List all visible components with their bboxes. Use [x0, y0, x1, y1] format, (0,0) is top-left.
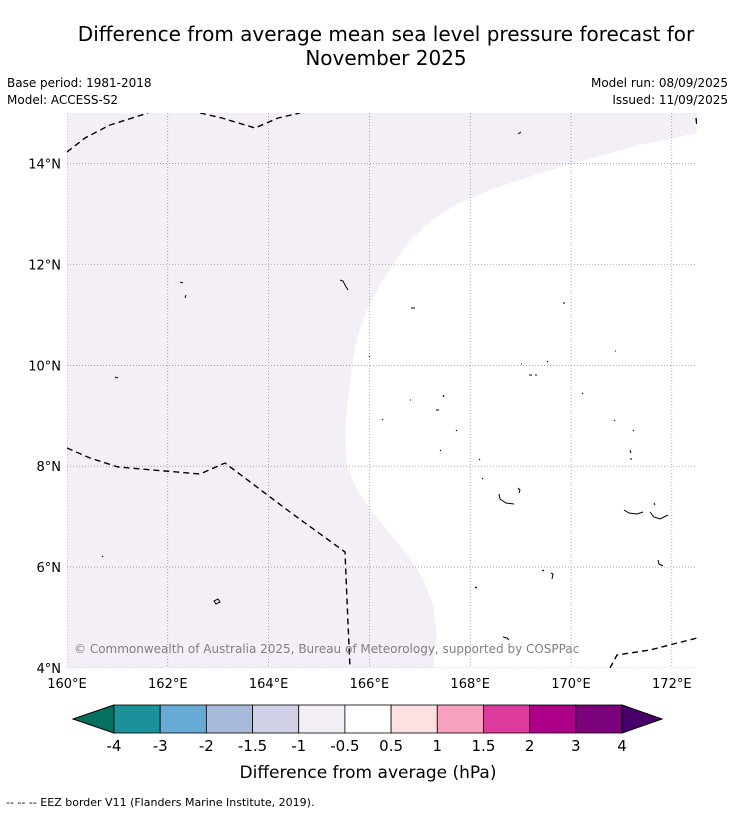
island-outline	[381, 392, 584, 421]
anomaly-region-shading	[67, 113, 697, 668]
colorbar-tick-label: 2	[525, 737, 535, 755]
meta-right: Model run: 08/09/2025 Issued: 11/09/2025	[591, 75, 728, 109]
island-outline	[439, 419, 635, 460]
colorbar-cell	[575, 704, 623, 734]
graticule	[67, 113, 697, 668]
island-outline	[517, 131, 522, 135]
longitude-tick-label: 164°E	[249, 677, 289, 692]
colorbar-cell	[529, 704, 577, 734]
model-label: Model: ACCESS-S2	[7, 93, 119, 107]
latitude-tick-label: 14°N	[28, 157, 61, 172]
eez-border-west	[67, 447, 351, 668]
map-title: Difference from average mean sea level p…	[0, 22, 736, 70]
colorbar-cell	[205, 704, 253, 734]
latitude-tick-label: 8°N	[37, 460, 62, 475]
colorbar-tick-label: -0.5	[330, 737, 359, 755]
island-outline	[474, 586, 478, 589]
longitude-tick-label: 170°E	[551, 677, 591, 692]
colorbar-cell	[344, 704, 392, 734]
colorbar-tick-labels: -4 -3 -2 -1.5 -1 -0.5 0.5 1 1.5 2 3 4	[107, 737, 627, 755]
colorbar-under-triangle	[71, 704, 115, 734]
colorbar-cell	[298, 704, 346, 734]
island-outline	[179, 281, 187, 299]
colorbar-tick-label: -3	[153, 737, 168, 755]
colorbar-cell	[252, 704, 300, 734]
colorbar-cell	[483, 704, 531, 734]
island-outline	[101, 555, 104, 558]
colorbar-tick-label: 4	[617, 737, 627, 755]
island-outline	[213, 598, 221, 605]
colorbar-title: Difference from average (hPa)	[240, 763, 497, 783]
map-plot-area: © Commonwealth of Australia 2025, Bureau…	[67, 113, 697, 668]
colorbar-tick-label: 1	[432, 737, 442, 755]
island-outline	[478, 458, 484, 480]
eez-legend-note: -- -- -- EEZ border V11 (Flanders Marine…	[6, 796, 315, 809]
colorbar-cell	[436, 704, 484, 734]
colorbar-tick-label: 1.5	[472, 737, 496, 755]
eez-border-east	[609, 637, 697, 668]
longitude-tick-label: 166°E	[350, 677, 390, 692]
island-outline	[498, 487, 521, 505]
longitude-tick-label: 160°E	[47, 677, 87, 692]
model-run-label: Model run: 08/09/2025	[590, 76, 728, 90]
island-outline	[368, 355, 371, 358]
colorbar-tick-label: -4	[107, 737, 122, 755]
latitude-tick-label: 10°N	[28, 359, 61, 374]
title-line-1: Difference from average mean sea level p…	[77, 22, 695, 46]
island-outline	[502, 636, 510, 641]
title-line-2: November 2025	[305, 46, 467, 70]
eez-border-north	[67, 113, 301, 153]
axis-labels: 160°E 162°E 164°E 166°E 168°E 170°E 172°E 4°N 6°…	[28, 157, 691, 692]
island-outline	[623, 502, 669, 520]
island-outline	[521, 350, 616, 376]
eez-border-lines	[67, 113, 697, 668]
colorbar-over-triangle	[621, 704, 664, 734]
colorbar-tick-label: 3	[571, 737, 581, 755]
colorbar-tick-label: -1	[291, 737, 306, 755]
base-period-label: Base period: 1981-2018	[7, 76, 152, 90]
latitude-tick-label: 6°N	[37, 561, 62, 576]
colorbar-cell	[159, 704, 207, 734]
longitude-tick-label: 162°E	[148, 677, 188, 692]
island-outline	[339, 279, 349, 291]
colorbar-cell	[390, 704, 438, 734]
meta-left: Base period: 1981-2018 Model: ACCESS-S2	[7, 75, 152, 109]
issued-label: Issued: 11/09/2025	[612, 93, 728, 107]
colorbar-tick-label: -2	[199, 737, 214, 755]
colorbar-tick-label: -1.5	[238, 737, 267, 755]
island-outlines	[101, 131, 669, 641]
copyright-notice: © Commonwealth of Australia 2025, Bureau…	[74, 642, 579, 656]
colorbar-tick-label: 0.5	[379, 737, 403, 755]
latitude-tick-label: 4°N	[37, 662, 62, 677]
longitude-tick-label: 172°E	[652, 677, 692, 692]
eez-border-ne	[695, 117, 697, 127]
colorbar-cell	[113, 704, 161, 734]
island-outline	[114, 376, 119, 379]
island-outline	[541, 559, 664, 580]
latitude-tick-label: 12°N	[28, 258, 61, 273]
longitude-tick-label: 168°E	[450, 677, 490, 692]
colorbar: -4 -3 -2 -1.5 -1 -0.5 0.5 1 1.5 2 3 4 Difference fr…	[71, 704, 664, 783]
colorbar-cells	[113, 704, 623, 734]
